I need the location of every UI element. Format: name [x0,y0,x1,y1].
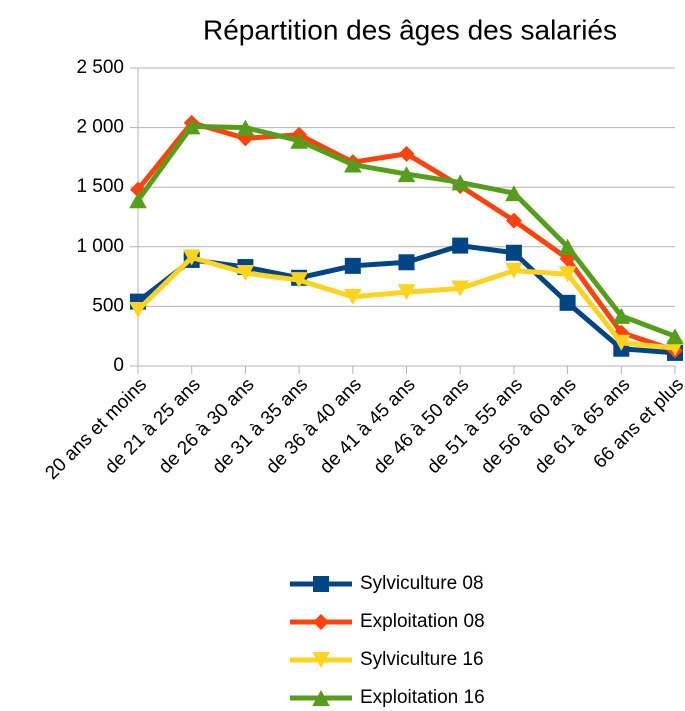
y-tick-label: 2 500 [76,57,124,78]
legend-label: Exploitation 08 [360,611,485,632]
marker [505,244,522,261]
marker [182,249,201,266]
marker [505,185,523,202]
marker [559,294,576,311]
marker [451,280,469,297]
legend-marker [313,614,329,630]
marker [612,307,631,324]
marker [290,272,308,289]
marker [666,328,684,345]
x-tick-label: de 31 à 35 ans [208,374,312,478]
marker [451,174,469,191]
marker [398,254,415,271]
legend-label: Exploitation 16 [360,687,485,708]
x-tick-label: de 36 à 40 ans [262,374,366,478]
marker [398,145,415,162]
y-tick-label: 2 000 [76,117,124,138]
chart-title: Répartition des âges des salariés [203,14,617,45]
x-tick-label: de 56 à 60 ans [477,374,581,478]
x-tick-label: de 46 à 50 ans [370,374,474,478]
marker [129,192,147,209]
marker [236,265,255,282]
legend-marker [312,690,330,706]
marker [236,119,255,136]
x-tick-label: de 41 à 45 ans [316,374,420,478]
marker [182,118,201,135]
y-tick-label: 0 [113,355,124,376]
legend-label: Sylviculture 16 [360,649,484,670]
marker [344,257,361,274]
y-tick-label: 1 500 [76,176,124,197]
marker [397,166,416,183]
marker [558,266,577,283]
x-tick-label: de 21 à 25 ans [101,374,205,478]
y-tick-label: 500 [92,295,124,316]
x-tick-label: de 26 à 30 ans [155,374,259,478]
marker [129,301,147,318]
marker [505,262,523,279]
x-tick-label: de 61 à 65 ans [531,374,635,478]
marker [344,288,362,305]
marker [397,284,416,301]
x-tick-label: de 51 à 55 ans [423,374,527,478]
marker [290,132,308,149]
marker [344,156,362,173]
series-line [136,255,676,351]
y-tick-label: 1 000 [76,236,124,257]
marker [452,237,469,254]
marker [505,212,522,229]
legend-label: Sylviculture 08 [360,573,484,594]
marker [612,334,631,351]
legend-marker [312,652,330,668]
marker [558,238,577,255]
legend-marker [313,576,329,592]
